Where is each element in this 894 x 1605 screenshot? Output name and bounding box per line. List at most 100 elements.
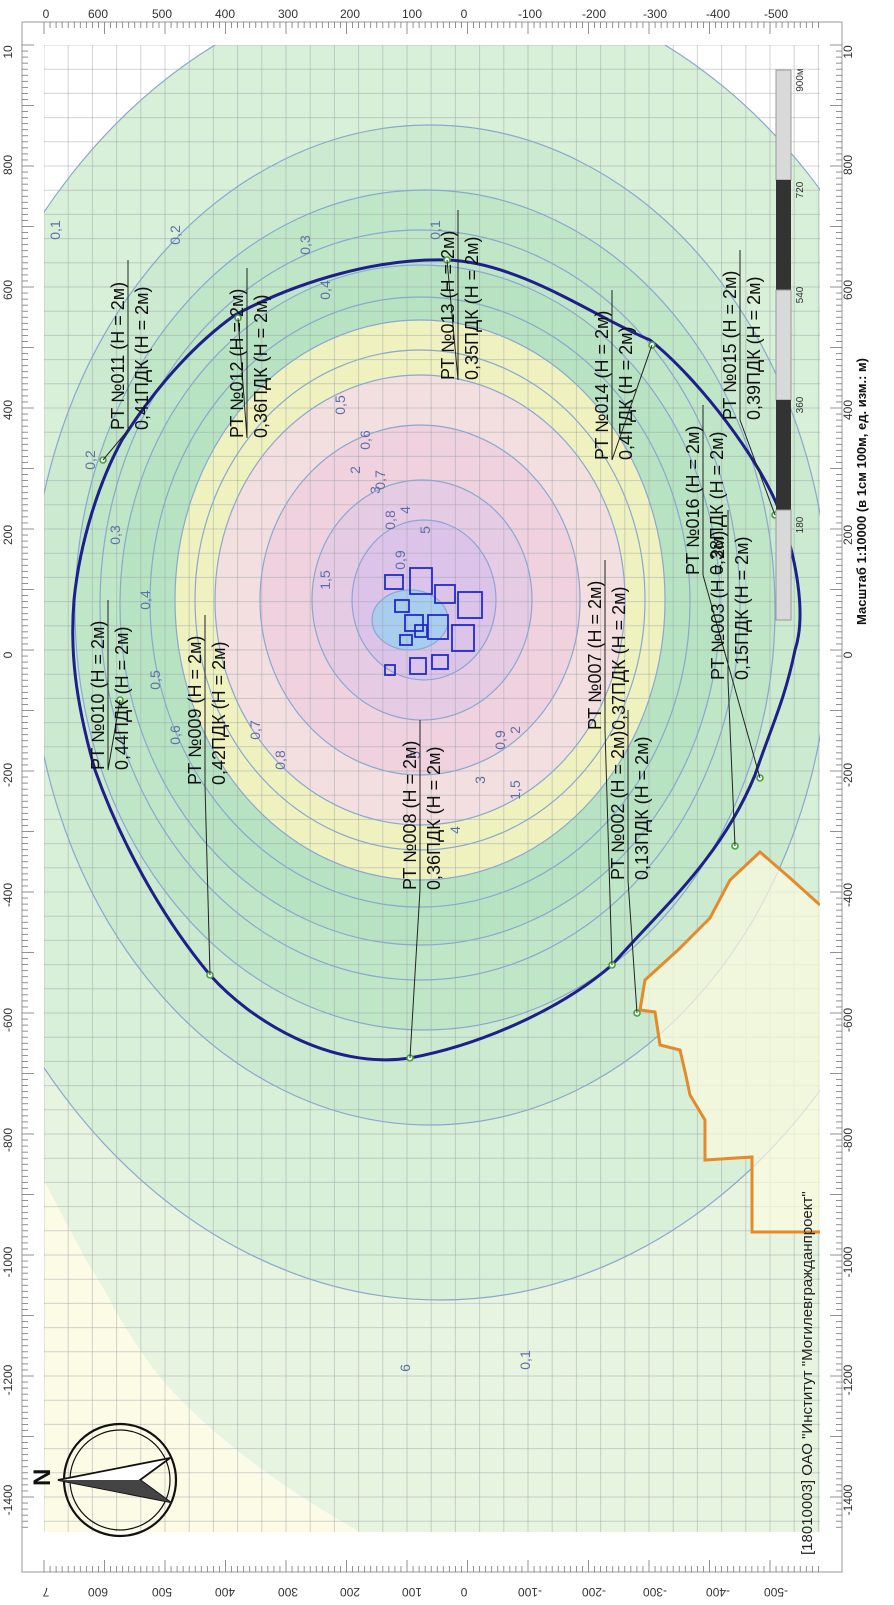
bottom-left-light	[44, 1180, 360, 1532]
ruler-top-label: 0	[43, 7, 50, 21]
source	[399, 634, 413, 646]
calc-point-id: РТ №002 (Н = 2м)	[608, 731, 628, 880]
scale-seg	[776, 180, 791, 290]
calc-point-id: РТ №011 (Н = 2м)	[108, 282, 128, 430]
ruler-left-label: -1400	[1, 1484, 15, 1515]
ruler-top-label: -400	[706, 7, 730, 21]
isoline-label: 1,5	[507, 780, 523, 800]
calc-point-id: РТ №016 (Н = 2м)	[683, 426, 703, 575]
ruler-left-label: 800	[1, 155, 15, 175]
source	[451, 624, 475, 652]
ruler-right-label: -1200	[841, 1364, 855, 1395]
ruler-left-label: 10	[1, 45, 15, 59]
source	[384, 664, 396, 676]
isoline	[44, 124, 820, 1126]
calc-point[interactable]: РТ №015 (Н = 2м) 0,39ПДК (Н = 2м)	[720, 250, 779, 519]
isoline-label: 0,6	[167, 725, 183, 745]
calc-point-value: 0,35ПДК (Н = 2м)	[462, 236, 482, 380]
ruler-right-label: 600	[841, 280, 855, 300]
callout-leader	[237, 317, 248, 439]
ruler-right-label: 800	[841, 155, 855, 175]
isoline-label: 2	[347, 466, 363, 474]
ruler-left-label: -1200	[1, 1364, 15, 1395]
ruler-left-label: 600	[1, 280, 15, 300]
source	[404, 614, 424, 632]
calc-point[interactable]: РТ №008 (Н = 2м) 0,36ПДК (Н = 2м)	[400, 720, 444, 1062]
callout-leader	[611, 344, 653, 461]
scale-bar-label: 720	[795, 181, 806, 198]
calc-point[interactable]: РТ №014 (Н = 2м) 0,4ПДК (Н = 2м)	[592, 290, 656, 461]
ruler-right-label: -1400	[841, 1484, 855, 1515]
ruler-top-label: 400	[215, 7, 235, 21]
ruler-right-label: 200	[841, 525, 855, 545]
scale-bar-label: 180	[795, 516, 806, 533]
ruler-right-label: -800	[841, 1128, 855, 1152]
isoline-label: 5	[407, 751, 423, 759]
ruler-left-label: 0	[1, 651, 15, 658]
isoline-label: 0,9	[492, 730, 508, 750]
ruler-right-label: -1000	[841, 1246, 855, 1277]
ruler-bottom-label: -100	[518, 1585, 542, 1599]
ruler-top-label: 100	[402, 7, 422, 21]
source	[427, 614, 449, 640]
ruler-bottom-label: 600	[88, 1585, 108, 1599]
ruler-bottom-label: 100	[402, 1585, 422, 1599]
callout-leader	[107, 699, 121, 771]
isoline-label: 3	[367, 486, 383, 494]
calc-point[interactable]: РТ №009 (Н = 2м) 0,42ПДК (Н = 2м)	[185, 615, 229, 979]
source	[434, 584, 456, 604]
ruler-top-label: 500	[152, 7, 172, 21]
callout-leader	[446, 259, 459, 381]
isoline-label: 6	[397, 1364, 413, 1372]
ruler-left-label: -400	[1, 883, 15, 907]
calc-point-value: 0,41ПДК (Н = 2м)	[132, 286, 152, 430]
isoline	[351, 519, 497, 681]
calc-point-id: РТ №007 (Н = 2м)	[585, 581, 605, 730]
ruler-left-label: -800	[1, 1128, 15, 1152]
isoline-label: 0,5	[332, 395, 348, 415]
emission-sources	[384, 567, 483, 676]
calc-point-value: 0,36ПДК (Н = 2м)	[251, 294, 271, 438]
calc-point-value: 0,42ПДК (Н = 2м)	[209, 641, 229, 785]
calculation-points: РТ №010 (Н = 2м) 0,44ПДК (Н = 2м) РТ №011 …	[88, 210, 779, 1062]
fill-6	[372, 590, 448, 650]
concentration-fills	[44, 45, 820, 1532]
calc-point-value: 0,13ПДК (Н = 2м)	[632, 736, 652, 880]
isoline-label: 0,1	[47, 220, 63, 240]
callout-leader	[739, 419, 776, 516]
calc-point-value: 0,36ПДК (Н = 2м)	[424, 746, 444, 890]
scale-bar-label: 360	[795, 396, 806, 413]
isolines	[44, 45, 820, 1301]
calc-point-id: РТ №012 (Н = 2м)	[227, 289, 247, 438]
calc-point[interactable]: РТ №012 (Н = 2м) 0,36ПДК (Н = 2м)	[227, 268, 271, 439]
calc-point-id: РТ №013 (Н = 2м)	[438, 231, 458, 380]
calc-point[interactable]: РТ №007 (Н = 2м) 0,37ПДК (Н = 2м)	[585, 560, 629, 969]
isoline-labels: 0,1 0,2 0,3 0,4 0,5 0,6 0,7 0,8 0,9 1,5 2 3 4 5 0,1 0,2…	[47, 220, 533, 1372]
callout-leader	[702, 574, 761, 779]
source	[384, 574, 404, 590]
isoline-label: 0,8	[272, 750, 288, 770]
isoline-label: 0,8	[382, 510, 398, 530]
calc-point[interactable]: РТ №013 (Н = 2м) 0,35ПДК (Н = 2м)	[438, 210, 482, 381]
isoline-label: 0,1	[427, 220, 443, 240]
isoline-label: 5	[417, 526, 433, 534]
calc-point[interactable]: РТ №016 (Н = 2м) 0,38ПДК (Н = 2м)	[683, 405, 764, 782]
ruler-left-label: -600	[1, 1008, 15, 1032]
isoline	[74, 189, 776, 1031]
ruler-top-label: -200	[582, 7, 606, 21]
isoline-label: 4	[447, 826, 463, 834]
scale-caption: Масштаб 1:10000 (в 1см 100м, ед. изм.: м…	[854, 358, 869, 625]
source	[409, 567, 433, 595]
calc-point[interactable]: РТ №003 (Н = 2м) 0,15ПДК (Н = 2м)	[708, 510, 752, 850]
calc-point[interactable]: РТ №011 (Н = 2м) 0,41ПДК (Н = 2м)	[99, 260, 152, 464]
isoline-label: 4	[397, 506, 413, 514]
north-arrow: N	[29, 1422, 178, 1538]
ruler-top-label: -100	[518, 7, 542, 21]
scale-bar-labels: 180 360 540 720 900м	[795, 68, 806, 533]
ruler-right-label: -200	[841, 763, 855, 787]
source	[457, 591, 483, 619]
calc-point[interactable]: РТ №010 (Н = 2м) 0,44ПДК (Н = 2м)	[88, 600, 132, 771]
callout-leader	[204, 784, 211, 976]
calc-point[interactable]: РТ №002 (Н = 2м) 0,13ПДК (Н = 2м)	[608, 710, 652, 1017]
